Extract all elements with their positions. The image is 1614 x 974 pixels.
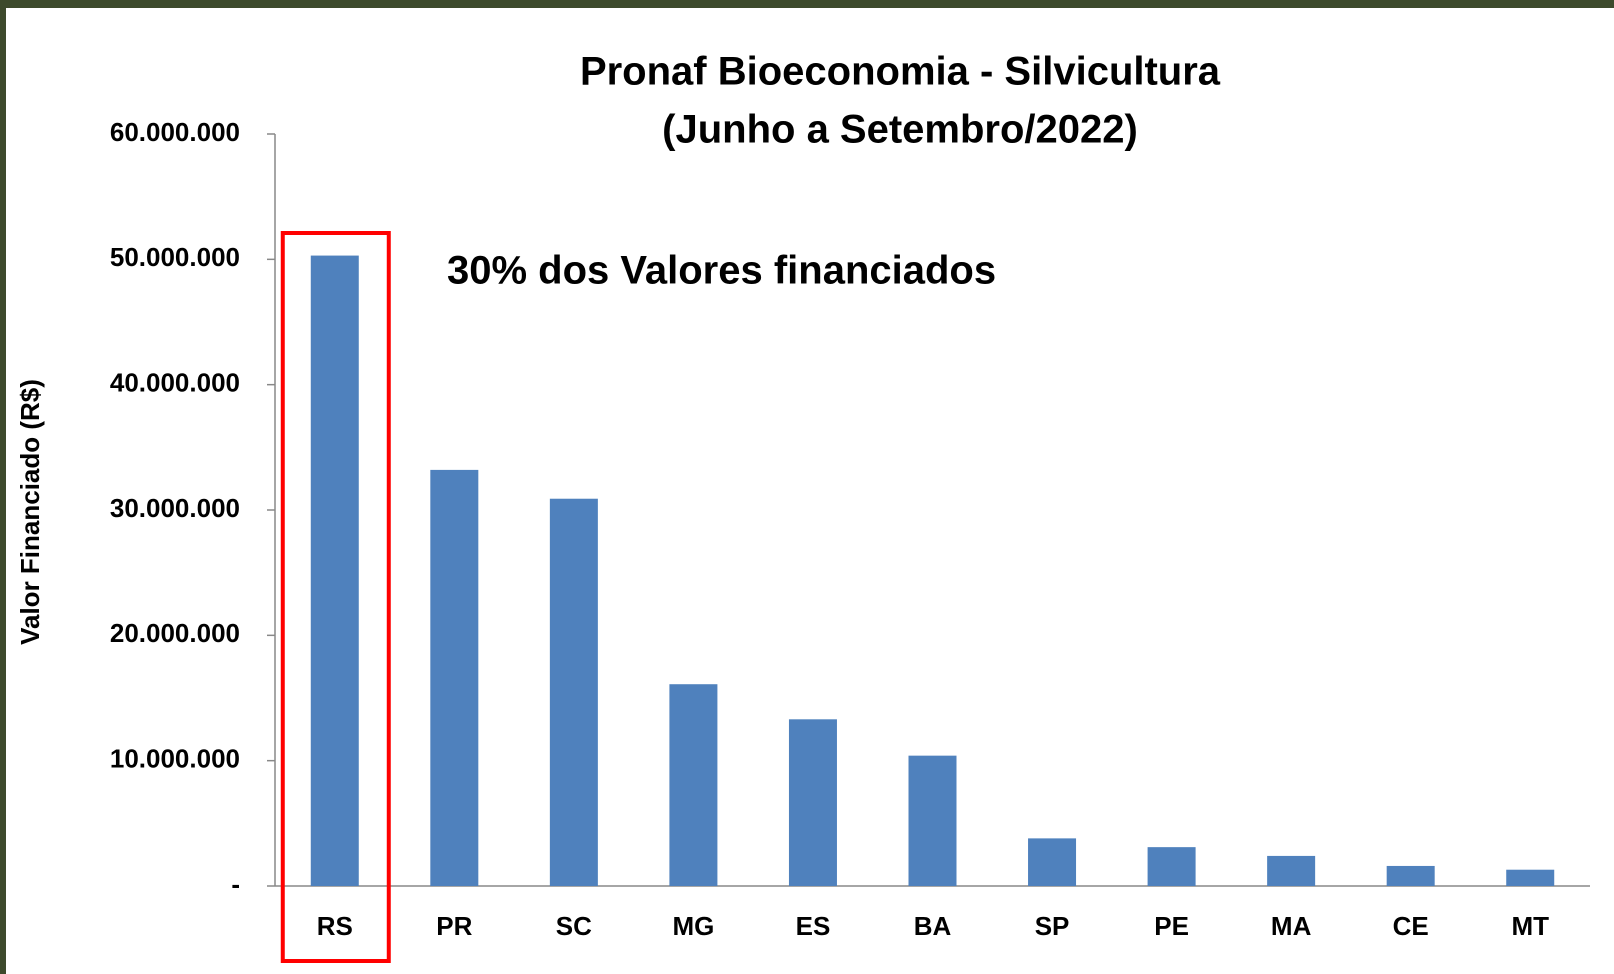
x-tick-label: SP [1035, 911, 1070, 941]
y-axis-label: Valor Financiado (R$) [15, 379, 45, 645]
x-tick-label: PR [436, 911, 472, 941]
x-tick-label: BA [914, 911, 952, 941]
y-tick-label: 60.000.000 [110, 117, 240, 147]
bar [550, 499, 598, 886]
bar [1506, 870, 1554, 886]
bar [430, 470, 478, 886]
bar [1148, 847, 1196, 886]
page: {"chart_data": {"type": "bar", "title": … [0, 0, 1614, 974]
bar [1267, 856, 1315, 886]
chart: Pronaf Bioeconomia - Silvicultura (Junho… [0, 0, 1614, 974]
y-tick-label: 20.000.000 [110, 618, 240, 648]
x-tick-label: MG [672, 911, 714, 941]
bar [1387, 866, 1435, 886]
bar [909, 756, 957, 886]
x-tick-label: MT [1511, 911, 1549, 941]
x-tick-label: ES [796, 911, 831, 941]
x-tick-label: PE [1154, 911, 1189, 941]
y-tick-label: 30.000.000 [110, 493, 240, 523]
x-tick-label: MA [1271, 911, 1312, 941]
x-tick-label: SC [556, 911, 592, 941]
bar [789, 719, 837, 886]
bar [1028, 838, 1076, 886]
y-tick-label: 10.000.000 [110, 744, 240, 774]
bar [669, 684, 717, 886]
x-tick-label: CE [1393, 911, 1429, 941]
chart-title: Pronaf Bioeconomia - Silvicultura [580, 50, 1221, 94]
bar [311, 256, 359, 886]
y-tick-label: 40.000.000 [110, 368, 240, 398]
y-tick-label: 50.000.000 [110, 242, 240, 272]
x-tick-label: RS [317, 911, 353, 941]
annotation: 30% dos Valores financiados [447, 249, 996, 293]
chart-title: (Junho a Setembro/2022) [662, 108, 1138, 152]
y-tick-label: - [231, 869, 240, 899]
